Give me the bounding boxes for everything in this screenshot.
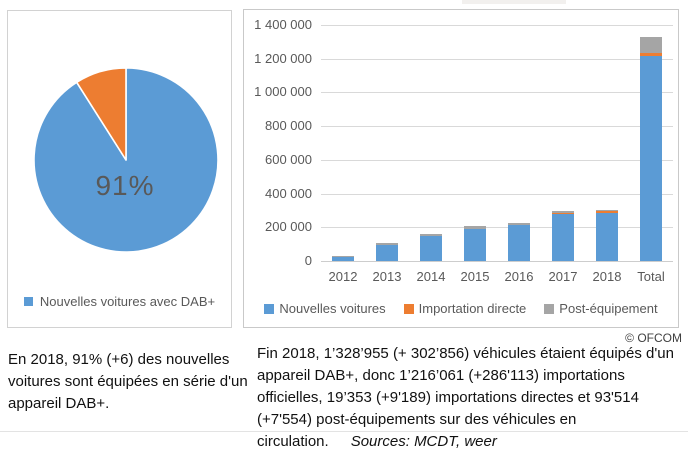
y-axis-tick: 400 000 xyxy=(244,186,312,201)
pie-data-label: 91% xyxy=(95,170,154,202)
y-axis-tick: 200 000 xyxy=(244,219,312,234)
bar-column xyxy=(629,25,673,261)
legend-label: Post-équipement xyxy=(559,301,657,316)
top-edge-artifact xyxy=(462,0,566,4)
bar-column xyxy=(453,25,497,261)
bar-column xyxy=(497,25,541,261)
y-axis-labels: 0 200 000 400 000 600 000 800 000 1 000 000 1 … xyxy=(244,10,314,327)
x-axis-label: Total xyxy=(629,269,673,284)
bar-segment xyxy=(640,56,662,261)
bar-legend: Nouvelles voitures Importation directe Pos… xyxy=(244,301,678,316)
caption-pie: En 2018, 91% (+6) des nouvelles voitures… xyxy=(8,349,248,415)
y-axis-tick: 800 000 xyxy=(244,118,312,133)
legend-item: Post-équipement xyxy=(544,301,657,316)
legend-label: Nouvelles voitures avec DAB+ xyxy=(40,294,215,309)
legend-item: Nouvelles voitures xyxy=(264,301,385,316)
bar-column xyxy=(585,25,629,261)
legend-item: Importation directe xyxy=(404,301,527,316)
bar-segment xyxy=(376,245,398,261)
x-axis-label: 2014 xyxy=(409,269,453,284)
y-axis-tick: 600 000 xyxy=(244,152,312,167)
gridline xyxy=(321,261,673,262)
x-axis-label: 2016 xyxy=(497,269,541,284)
legend-marker xyxy=(264,304,274,314)
y-axis-tick: 1 200 000 xyxy=(244,51,312,66)
legend-marker xyxy=(404,304,414,314)
bar-segment xyxy=(464,229,486,261)
bar-segment xyxy=(332,257,354,261)
bar-column xyxy=(409,25,453,261)
x-axis-label: 2012 xyxy=(321,269,365,284)
y-axis-tick: 1 000 000 xyxy=(244,84,312,99)
bar-plot xyxy=(321,25,673,261)
caption-bar: Fin 2018, 1’328’955 (+ 302’856) véhicule… xyxy=(257,343,685,453)
bar-column xyxy=(321,25,365,261)
pie-legend: Nouvelles voitures avec DAB+ xyxy=(8,294,231,309)
pie-chart-panel: 91% Nouvelles voitures avec DAB+ xyxy=(7,10,232,328)
legend-label: Importation directe xyxy=(419,301,527,316)
bottom-edge-line xyxy=(0,431,688,432)
x-axis-label: 2013 xyxy=(365,269,409,284)
bar-segment xyxy=(552,214,574,261)
bar-chart-panel: 0 200 000 400 000 600 000 800 000 1 000 000 1 … xyxy=(243,9,679,328)
bar-segment xyxy=(596,213,618,261)
bar-segment xyxy=(420,236,442,261)
caption-sources: Sources: MCDT, weer xyxy=(329,433,497,450)
legend-marker xyxy=(544,304,554,314)
y-axis-tick: 1 400 000 xyxy=(244,17,312,32)
bar-segment xyxy=(508,225,530,261)
x-axis-label: 2015 xyxy=(453,269,497,284)
y-axis-tick: 0 xyxy=(244,253,312,268)
bar-segment xyxy=(640,37,662,53)
bar-column xyxy=(365,25,409,261)
bars xyxy=(321,25,673,261)
bar-column xyxy=(541,25,585,261)
pie-chart xyxy=(26,60,226,260)
figure: 91% Nouvelles voitures avec DAB+ 0 200 00… xyxy=(0,0,688,433)
x-axis-label: 2017 xyxy=(541,269,585,284)
legend-marker xyxy=(24,297,33,306)
legend-label: Nouvelles voitures xyxy=(279,301,385,316)
x-axis-label: 2018 xyxy=(585,269,629,284)
